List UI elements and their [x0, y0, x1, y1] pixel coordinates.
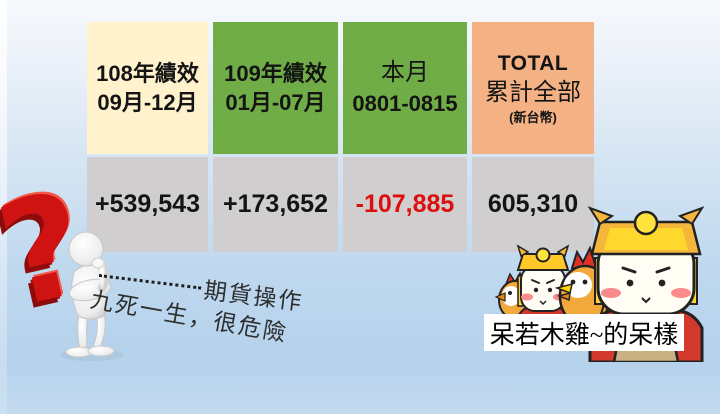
header-line: 01月-07月: [225, 90, 326, 115]
header-line: 本月: [381, 59, 429, 86]
thinking-person-illustration: [60, 231, 124, 361]
header-line: 109年績效: [224, 60, 327, 86]
header-line: TOTAL: [497, 52, 569, 76]
value-cell-current-month: -107,885: [343, 157, 467, 252]
header-line: 108年績效: [96, 60, 199, 86]
header-cell-current-month: 本月 0801-0815: [343, 22, 467, 154]
value-cell-total: 605,310: [472, 157, 594, 252]
figure-foot: [87, 345, 115, 357]
value-cell-109: +173,652: [213, 157, 338, 252]
header-cell-total: TOTAL 累計全部 (新台幣): [472, 22, 594, 154]
header-line: (新台幣): [509, 109, 557, 125]
header-cell-108-performance: 108年績效 09月-12月: [87, 22, 208, 154]
header-line: 累計全部: [485, 79, 581, 106]
figure-head: [68, 231, 104, 267]
performance-table: 108年績效 09月-12月 109年績效 01月-07月 本月 0801-08…: [87, 22, 594, 252]
figure-hand: [91, 257, 105, 269]
header-cell-109-performance: 109年績效 01月-07月: [213, 22, 338, 154]
caption-box: 呆若木雞~的呆樣: [484, 314, 684, 351]
slide-edge-highlight: [0, 0, 7, 414]
header-line: 0801-0815: [352, 91, 458, 117]
value-cell-108: +539,543: [87, 157, 208, 252]
header-line: 09月-12月: [97, 90, 198, 115]
